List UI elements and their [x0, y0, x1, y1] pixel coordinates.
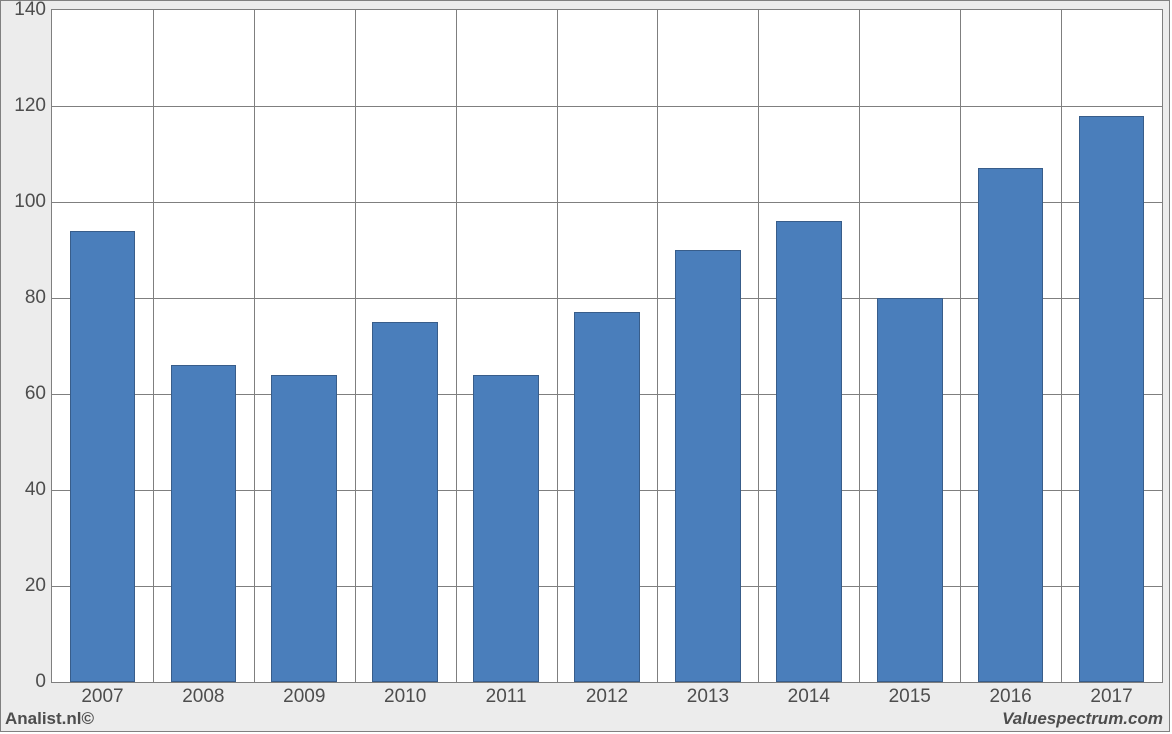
x-tick-label: 2008	[182, 686, 224, 708]
gridline-vertical	[960, 10, 961, 682]
y-tick-label: 140	[14, 0, 46, 21]
chart-frame: 0 20 40 60 80 100 120 140 2007 2008 2009 2010 2011 20…	[0, 0, 1172, 734]
gridline-vertical	[859, 10, 860, 682]
gridline-vertical	[657, 10, 658, 682]
gridline-vertical	[254, 10, 255, 682]
chart-outer: 0 20 40 60 80 100 120 140 2007 2008 2009 2010 2011 20…	[0, 0, 1170, 732]
y-tick-label: 60	[25, 383, 46, 405]
x-tick-label: 2010	[384, 686, 426, 708]
bar	[1079, 116, 1145, 682]
gridline-vertical	[758, 10, 759, 682]
y-tick-label: 20	[25, 575, 46, 597]
y-tick-label: 40	[25, 479, 46, 501]
x-tick-label: 2007	[81, 686, 123, 708]
bar	[70, 231, 136, 682]
x-tick-label: 2013	[687, 686, 729, 708]
plot-area: 0204060801001201402007200820092010201120…	[51, 9, 1163, 683]
y-tick-label: 120	[14, 95, 46, 117]
y-tick-label: 100	[14, 191, 46, 213]
x-tick-label: 2017	[1090, 686, 1132, 708]
gridline-vertical	[1061, 10, 1062, 682]
gridline-vertical	[355, 10, 356, 682]
y-tick-label: 0	[35, 671, 46, 693]
credit-left: Analist.nl©	[5, 709, 94, 729]
bar	[877, 298, 943, 682]
x-tick-label: 2012	[586, 686, 628, 708]
bar	[574, 312, 640, 682]
y-tick-label: 80	[25, 287, 46, 309]
bar	[271, 375, 337, 682]
gridline-vertical	[456, 10, 457, 682]
gridline-horizontal	[52, 106, 1162, 107]
gridline-vertical	[557, 10, 558, 682]
x-tick-label: 2015	[889, 686, 931, 708]
bar	[776, 221, 842, 682]
x-tick-label: 2009	[283, 686, 325, 708]
bar	[171, 365, 237, 682]
gridline-vertical	[153, 10, 154, 682]
x-tick-label: 2016	[989, 686, 1031, 708]
bar	[473, 375, 539, 682]
bar	[675, 250, 741, 682]
bar	[372, 322, 438, 682]
credit-right: Valuespectrum.com	[1002, 709, 1163, 729]
x-tick-label: 2011	[486, 686, 527, 708]
x-tick-label: 2014	[788, 686, 830, 708]
bar	[978, 168, 1044, 682]
